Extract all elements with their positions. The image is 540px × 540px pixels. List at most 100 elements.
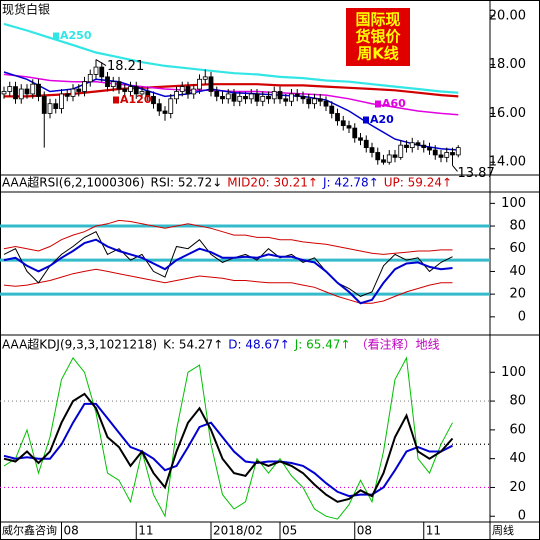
series-line: [3, 238, 453, 305]
candle-body: [381, 159, 386, 163]
x-tick-label: 05: [282, 524, 297, 538]
candle-body: [174, 91, 179, 100]
y-tick-label: 40: [509, 451, 526, 466]
candle-body: [266, 95, 271, 100]
candle-body: [53, 103, 59, 109]
candle-body: [346, 125, 352, 129]
candle-body: [312, 98, 317, 105]
candle-body: [283, 98, 289, 102]
candle-body: [444, 152, 450, 158]
candle-body: [7, 86, 13, 92]
y-tick-label: 100: [501, 365, 526, 380]
candle-body: [197, 78, 202, 90]
panel-title: AAA超KDJ(9,3,3,1021218): [2, 337, 157, 352]
candle-body: [386, 154, 392, 163]
candle-body: [191, 88, 197, 95]
max-label: 18.21: [107, 59, 144, 74]
candle-body: [82, 81, 87, 92]
candle-body: [237, 95, 243, 102]
candle-body: [323, 100, 329, 107]
candle-body: [294, 93, 300, 97]
candle-body: [41, 95, 47, 114]
candle-body: [30, 83, 36, 95]
candle-body: [128, 86, 133, 92]
candle-body: [225, 93, 231, 100]
candle-body: [243, 95, 248, 100]
y-tick-label: 80: [509, 394, 526, 409]
y-tick-label: 16.00: [489, 106, 526, 121]
candle-body: [369, 147, 375, 153]
candle-body: [363, 139, 369, 149]
candle-body: [208, 76, 214, 92]
x-axis-unit: 周线: [492, 523, 514, 537]
candle-body: [289, 93, 294, 102]
x-axis-note: 威尔鑫咨询: [2, 523, 57, 537]
candle-body: [1, 91, 7, 95]
candle-body: [427, 147, 432, 151]
chart-title: 现货白银: [2, 2, 50, 17]
candle-body: [277, 91, 283, 100]
candle-body: [64, 93, 70, 97]
badge-text: 货银价: [355, 28, 401, 46]
badge-text: 国际现: [355, 11, 400, 29]
candle-body: [133, 86, 139, 95]
readout: K: 54.27↑: [163, 338, 223, 352]
legend-label: A60: [382, 97, 406, 110]
candle-body: [317, 98, 323, 102]
y-tick-label: 40: [509, 264, 526, 279]
candle-body: [13, 86, 18, 100]
readout: MID20: 30.21↑: [227, 176, 318, 190]
candle-body: [145, 91, 151, 97]
candle-body: [231, 93, 237, 102]
candle-body: [87, 74, 93, 83]
y-tick-label: 20.00: [489, 8, 526, 23]
series-line: [3, 219, 453, 255]
y-tick-label: 0: [518, 509, 526, 524]
candle-body: [99, 66, 105, 78]
candle-body: [110, 81, 116, 88]
candle-body: [220, 95, 225, 100]
candle-body: [105, 76, 110, 88]
candle-body: [392, 154, 398, 158]
legend-label: A20: [370, 113, 394, 126]
y-tick-label: 60: [509, 241, 526, 256]
candle-body: [450, 152, 455, 156]
candle-body: [122, 88, 128, 92]
min-pointer: [452, 165, 458, 172]
candle-body: [59, 93, 64, 109]
candle-body: [162, 110, 168, 114]
candle-body: [202, 76, 208, 80]
y-tick-label: 18.00: [489, 57, 526, 72]
candle-body: [24, 88, 30, 95]
x-tick-label: 11: [426, 524, 441, 538]
y-tick-label: 0: [518, 309, 526, 324]
legend-swatch: [363, 116, 369, 124]
min-label: 13.87: [458, 166, 495, 181]
series-line: [3, 22, 459, 94]
candle-body: [398, 144, 404, 158]
y-tick-label: 60: [509, 422, 526, 437]
series-line: [3, 392, 454, 503]
candle-body: [438, 154, 444, 158]
candle-body: [306, 98, 312, 105]
candle-body: [335, 113, 340, 122]
candle-body: [18, 88, 24, 100]
candle-body: [47, 103, 53, 114]
candle-body: [185, 86, 191, 95]
candle-body: [76, 88, 82, 92]
candle-body: [139, 91, 145, 95]
readout: J: 42.78↑: [322, 176, 379, 190]
series-line: [3, 268, 453, 304]
candle-body: [260, 95, 266, 102]
legend-label: A250: [60, 29, 92, 42]
series-line: [4, 83, 459, 98]
y-tick-label: 20: [509, 287, 526, 302]
candle-body: [151, 95, 156, 105]
legend-swatch: [113, 96, 119, 104]
candle-body: [36, 83, 41, 97]
badge: [346, 8, 410, 66]
badge-text: 周K线: [357, 45, 399, 63]
candle-body: [432, 149, 438, 156]
y-tick-label: 80: [509, 219, 526, 234]
